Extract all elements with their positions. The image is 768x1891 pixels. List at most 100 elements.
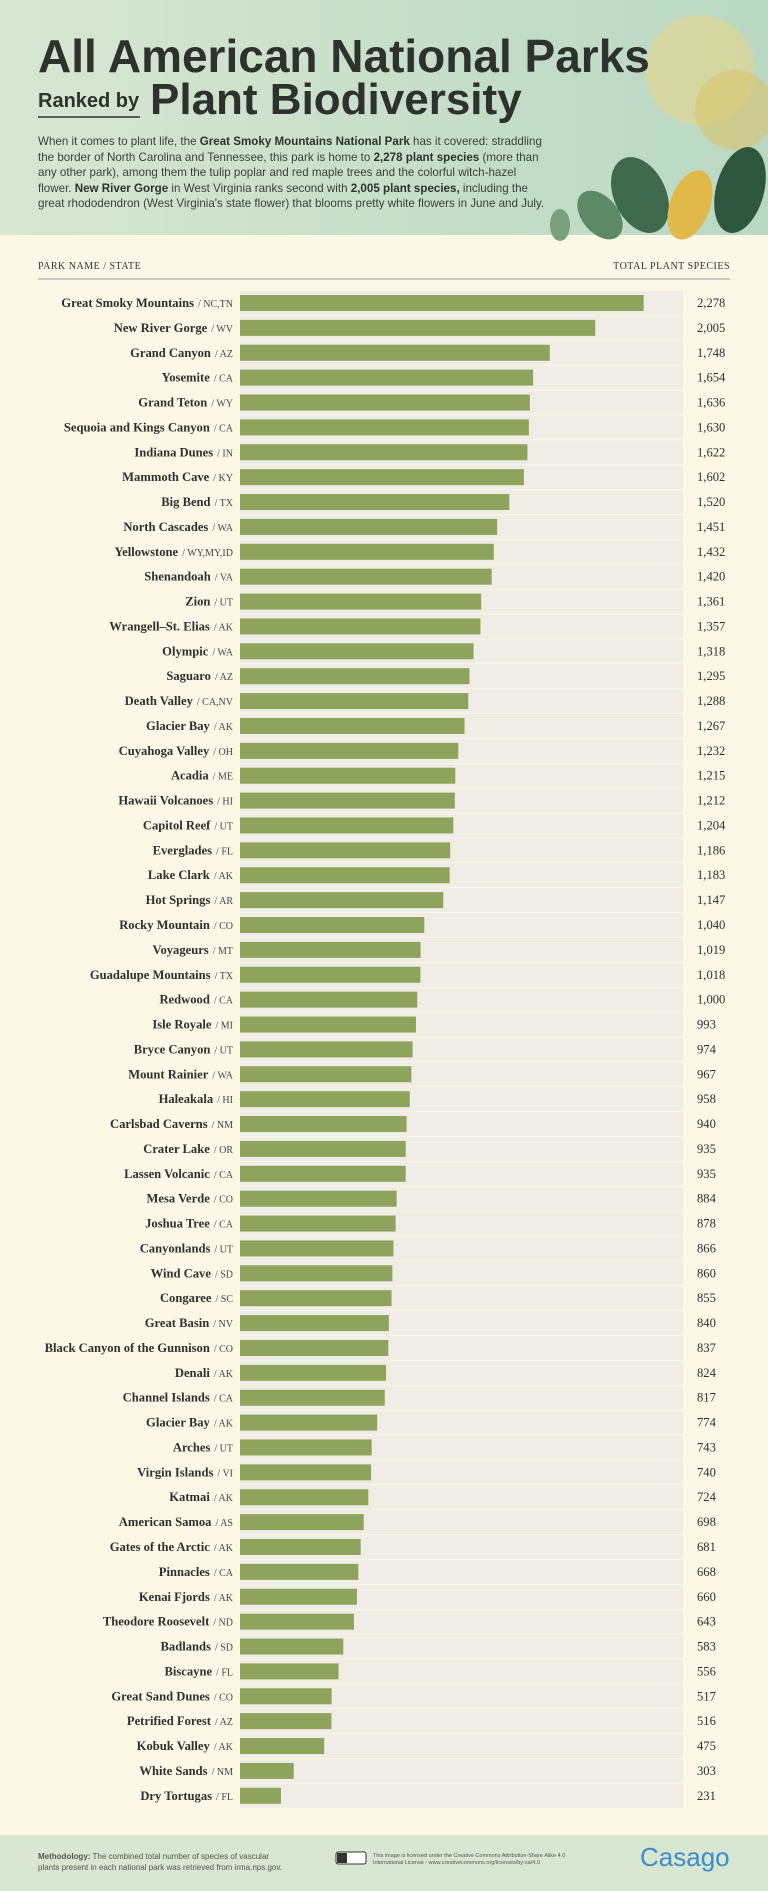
park-name: Redwood xyxy=(159,993,209,1007)
bar xyxy=(240,693,469,710)
value-label: 1,630 xyxy=(697,420,725,434)
category-label: Virgin Islands / VI xyxy=(137,1465,233,1479)
park-state: / WY,MY,ID xyxy=(182,548,233,559)
bar xyxy=(240,1464,372,1481)
bar xyxy=(240,543,494,560)
value-label: 974 xyxy=(697,1042,717,1056)
park-state: / AK xyxy=(214,1593,234,1604)
park-state: / CA xyxy=(214,1220,234,1231)
category-label: Channel Islands / CA xyxy=(123,1391,234,1405)
value-label: 698 xyxy=(697,1515,716,1529)
value-label: 878 xyxy=(697,1217,716,1231)
park-name: Lake Clark xyxy=(148,868,210,882)
value-label: 958 xyxy=(697,1092,716,1106)
bar xyxy=(240,1514,364,1531)
park-state: / NM xyxy=(212,1120,234,1131)
bar xyxy=(240,1140,406,1157)
category-label: Katmai / AK xyxy=(169,1490,234,1504)
license: This image is licensed under the Creativ… xyxy=(373,1853,566,1866)
value-label: 724 xyxy=(697,1490,717,1504)
value-label: 860 xyxy=(697,1266,716,1280)
category-label: Joshua Tree / CA xyxy=(145,1217,234,1231)
park-name: Guadalupe Mountains xyxy=(90,968,211,982)
bar xyxy=(240,966,421,983)
park-state: / HI xyxy=(217,797,233,808)
bar xyxy=(240,1165,406,1182)
category-label: Dry Tortugas / FL xyxy=(140,1789,233,1803)
category-label: Wrangell–St. Elias / AK xyxy=(109,619,233,633)
category-label: Great Basin / NV xyxy=(145,1316,234,1330)
category-label: Great Sand Dunes / CO xyxy=(111,1689,233,1703)
bar xyxy=(240,1389,385,1406)
value-label: 1,186 xyxy=(697,843,725,857)
value-label: 660 xyxy=(697,1590,716,1604)
category-label: Capitol Reef / UT xyxy=(143,818,233,832)
park-state: / WA xyxy=(212,647,233,658)
bar xyxy=(240,1588,357,1605)
value-label: 668 xyxy=(697,1565,716,1579)
bar xyxy=(240,1290,392,1307)
park-state: / OH xyxy=(213,747,233,758)
bar xyxy=(240,1414,378,1431)
bar xyxy=(240,1339,389,1356)
value-label: 866 xyxy=(697,1241,716,1255)
category-label: Arches / UT xyxy=(173,1440,233,1454)
bar xyxy=(240,792,455,809)
category-label: North Cascades / WA xyxy=(123,520,233,534)
bar xyxy=(240,1613,354,1630)
value-label: 967 xyxy=(697,1067,716,1081)
category-label: Gates of the Arctic / AK xyxy=(110,1540,234,1554)
category-label: Black Canyon of the Gunnison / CO xyxy=(45,1341,233,1355)
bar xyxy=(240,867,450,884)
bar xyxy=(240,1439,372,1456)
category-label: Grand Canyon / AZ xyxy=(130,346,233,360)
bar xyxy=(240,1066,412,1083)
value-label: 1,432 xyxy=(697,545,725,559)
park-name: Wrangell–St. Elias xyxy=(109,619,210,633)
park-state: / CA xyxy=(214,1568,234,1579)
bar xyxy=(240,1265,393,1282)
bar xyxy=(240,369,534,386)
bar xyxy=(240,1190,397,1207)
park-name: Sequoia and Kings Canyon xyxy=(64,420,210,434)
category-label: Saguaro / AZ xyxy=(166,669,233,683)
value-label: 583 xyxy=(697,1640,716,1654)
bar xyxy=(240,518,498,535)
park-name: New River Gorge xyxy=(114,321,208,335)
park-name: Hot Springs xyxy=(146,893,211,907)
park-state: / HI xyxy=(217,1095,233,1106)
value-label: 303 xyxy=(697,1764,716,1778)
park-name: Congaree xyxy=(160,1291,212,1305)
park-name: Great Basin xyxy=(145,1316,210,1330)
park-state: / CA xyxy=(214,996,234,1007)
bar xyxy=(240,1638,344,1655)
value-label: 993 xyxy=(697,1018,716,1032)
category-label: Wind Cave / SD xyxy=(151,1266,233,1280)
value-label: 1,000 xyxy=(697,993,725,1007)
park-name: Capitol Reef xyxy=(143,818,211,832)
value-label: 1,520 xyxy=(697,495,725,509)
bar xyxy=(240,1787,281,1804)
park-name: Death Valley xyxy=(125,694,194,708)
bar xyxy=(240,1315,389,1332)
category-label: Canyonlands / UT xyxy=(140,1241,233,1255)
park-state: / UT xyxy=(214,1045,233,1056)
category-label: Indiana Dunes / IN xyxy=(134,445,233,459)
park-state: / CA xyxy=(214,1170,234,1181)
park-name: Everglades xyxy=(153,843,213,857)
park-name: Channel Islands xyxy=(123,1391,210,1405)
park-name: Kenai Fjords xyxy=(139,1590,210,1604)
bar xyxy=(240,668,470,685)
category-label: Mount Rainier / WA xyxy=(128,1067,234,1081)
value-label: 1,451 xyxy=(697,520,725,534)
category-label: Mesa Verde / CO xyxy=(147,1192,233,1206)
park-name: Black Canyon of the Gunnison xyxy=(45,1341,210,1355)
value-label: 824 xyxy=(697,1366,717,1380)
brand: Casago xyxy=(640,1842,730,1872)
category-label: Petrified Forest / AZ xyxy=(127,1714,233,1728)
park-name: Hawaii Volcanoes xyxy=(118,794,213,808)
value-label: 1,018 xyxy=(697,968,725,982)
category-label: Shenandoah / VA xyxy=(144,570,234,584)
value-label: 935 xyxy=(697,1167,716,1181)
category-label: Carlsbad Caverns / NM xyxy=(110,1117,233,1131)
